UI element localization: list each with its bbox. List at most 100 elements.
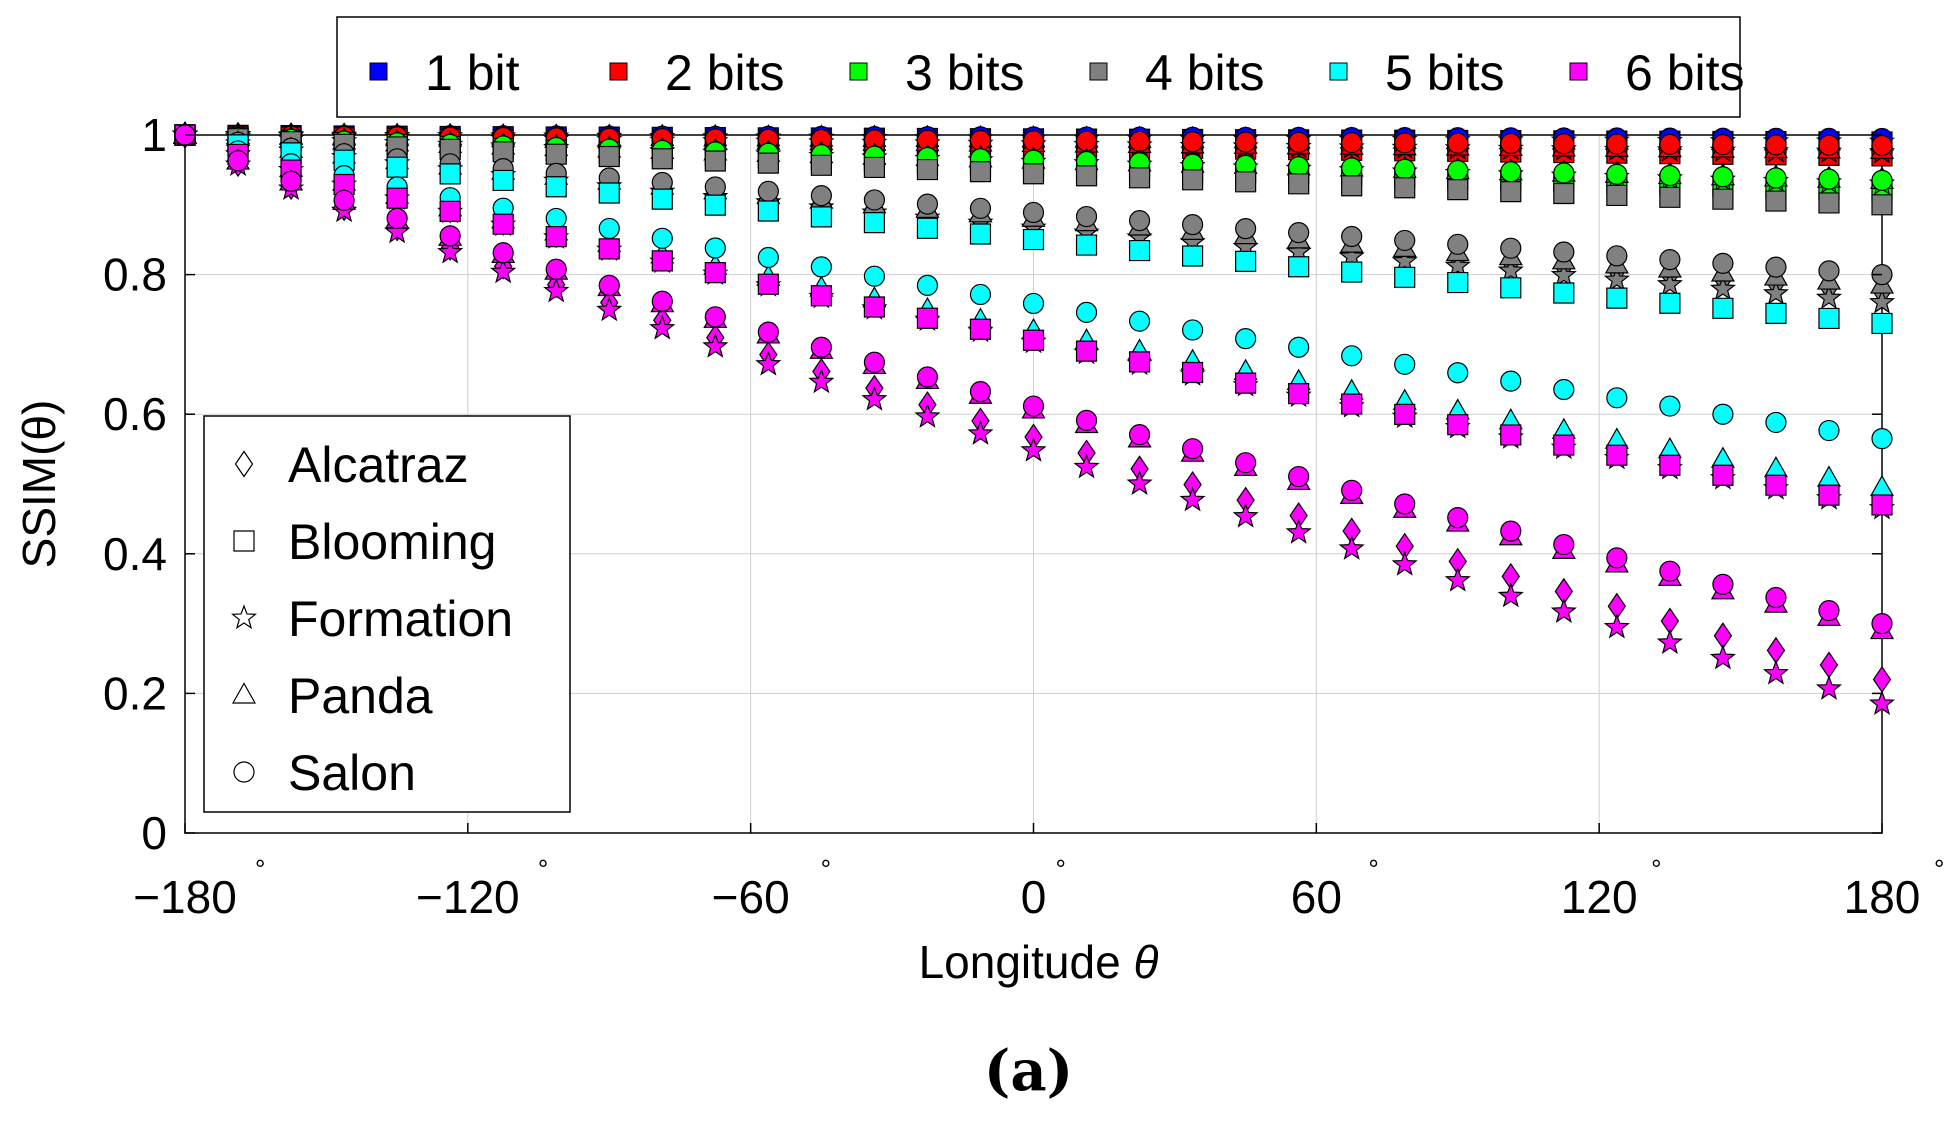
data-point-salon-6bit [1075, 409, 1098, 432]
data-point-salon-4bit [1500, 237, 1522, 259]
data-point-formation-4bit [1391, 247, 1418, 273]
x-tick-label: 180 [1844, 871, 1921, 923]
data-point-formation-4bit [1709, 275, 1736, 301]
data-point-salon-6bit [1341, 479, 1363, 501]
data-point-blooming-4bit [1128, 167, 1151, 189]
data-point-formation-6bit [1709, 644, 1736, 670]
data-point-blooming-4bit [1712, 188, 1734, 210]
x-tick-label: 60 [1291, 871, 1342, 923]
data-point-salon-5bit [1128, 310, 1151, 332]
data-point-blooming-6bit [1394, 403, 1416, 425]
data-point-blooming-6bit [333, 173, 355, 196]
data-point-salon-2bit [1765, 134, 1787, 156]
data-point-salon-5bit [1075, 301, 1098, 323]
data-point-salon-2bit [1341, 132, 1363, 154]
data-point-salon-3bit [1553, 162, 1575, 184]
data-point-formation-6bit [1444, 566, 1471, 592]
data-point-salon-4bit [1022, 201, 1045, 224]
data-point-blooming-4bit [757, 152, 779, 174]
data-point-salon-4bit [969, 197, 992, 219]
x-tick-label: −180 [133, 871, 237, 923]
data-point-salon-5bit [1341, 345, 1363, 367]
data-point-formation-4bit [1444, 252, 1471, 278]
data-point-formation-6bit [1762, 659, 1789, 685]
data-point-blooming-5bit [1235, 250, 1257, 272]
data-point-salon-6bit [598, 274, 620, 296]
data-point-salon-4bit [1659, 249, 1681, 271]
data-point-salon-6bit [1871, 612, 1893, 635]
data-point-formation-6bit [1232, 502, 1259, 528]
legend-color-label: 5 bits [1385, 45, 1505, 101]
legend-color-label: 4 bits [1145, 45, 1265, 101]
data-point-blooming-5bit [1712, 297, 1734, 319]
data-point-blooming-6bit [1712, 464, 1734, 486]
data-point-blooming-5bit [1288, 256, 1310, 278]
data-point-salon-4bit [1394, 229, 1416, 252]
x-axis-label: Longitude θ [919, 936, 1159, 988]
x-tick-label: 120 [1561, 871, 1638, 923]
data-point-salon-5bit [1606, 387, 1628, 409]
data-point-salon-5bit [651, 227, 673, 249]
data-point-blooming-6bit [1288, 383, 1310, 405]
data-point-blooming-4bit [439, 138, 461, 161]
data-point-blooming-5bit [863, 212, 886, 234]
data-point-blooming-6bit [1022, 329, 1045, 351]
data-point-blooming-5bit [1075, 234, 1098, 256]
data-point-blooming-5bit [1765, 302, 1787, 324]
y-tick-label: 0.4 [103, 528, 167, 580]
data-point-salon-4bit [1341, 225, 1363, 248]
data-point-formation-6bit [1656, 629, 1683, 654]
data-point-blooming-5bit [916, 217, 939, 239]
data-point-salon-4bit [1288, 221, 1310, 244]
data-point-blooming-4bit [1075, 165, 1098, 187]
data-point-formation-6bit [1868, 690, 1896, 715]
data-point-salon-2bit [1128, 130, 1151, 153]
data-point-blooming-4bit [1659, 186, 1681, 208]
y-tick-label: 1 [141, 109, 167, 161]
data-point-salon-4bit [704, 176, 726, 198]
data-point-salon-6bit [1181, 438, 1204, 460]
data-point-salon-4bit [1447, 233, 1469, 255]
data-point-salon-3bit [1712, 166, 1734, 188]
data-point-formation-6bit [1126, 470, 1153, 495]
data-point-blooming-5bit [386, 156, 408, 178]
data-point-blooming-4bit [492, 141, 514, 163]
data-point-salon-6bit [333, 189, 355, 211]
data-point-salon-4bit [863, 189, 886, 211]
data-point-blooming-5bit [1128, 239, 1151, 262]
data-point-blooming-4bit [969, 161, 992, 183]
data-point-salon-5bit [1765, 411, 1787, 434]
data-point-blooming-6bit [757, 273, 779, 295]
legend-marker-label: Formation [288, 591, 513, 647]
data-point-formation-6bit [596, 296, 623, 322]
data-point-blooming-4bit [1606, 184, 1628, 207]
data-point-salon-6bit [492, 242, 514, 264]
data-point-blooming-5bit [1181, 245, 1204, 267]
data-point-salon-6bit [704, 306, 726, 328]
data-point-salon-5bit [704, 237, 726, 259]
data-point-formation-4bit [1762, 279, 1789, 305]
data-point-blooming-5bit [492, 169, 514, 192]
legend-color-swatch [1329, 62, 1348, 81]
data-point-blooming-6bit [1606, 444, 1628, 466]
data-point-salon-2bit [1818, 134, 1840, 156]
data-point-salon-6bit [439, 225, 461, 247]
data-point-salon-6bit [1394, 493, 1416, 515]
data-point-formation-4bit [1815, 284, 1843, 310]
legend-marker-label: Alcatraz [288, 437, 469, 493]
data-point-salon-5bit [863, 265, 886, 287]
data-point-salon-3bit [1394, 158, 1416, 180]
data-point-salon-4bit [1235, 218, 1257, 240]
legend-color-swatch [849, 62, 868, 81]
data-point-blooming-5bit [1394, 266, 1416, 288]
data-point-salon-6bit [227, 150, 249, 172]
data-point-salon-4bit [810, 185, 832, 207]
data-point-salon-6bit [969, 380, 992, 403]
data-point-salon-5bit [1022, 292, 1045, 315]
data-point-blooming-5bit [1871, 312, 1893, 335]
data-point-blooming-4bit [1288, 173, 1310, 195]
data-point-salon-6bit [280, 170, 302, 192]
data-point-salon-2bit [1288, 131, 1310, 153]
data-point-panda-5bit [1763, 455, 1788, 478]
data-point-blooming-5bit [1818, 307, 1840, 330]
